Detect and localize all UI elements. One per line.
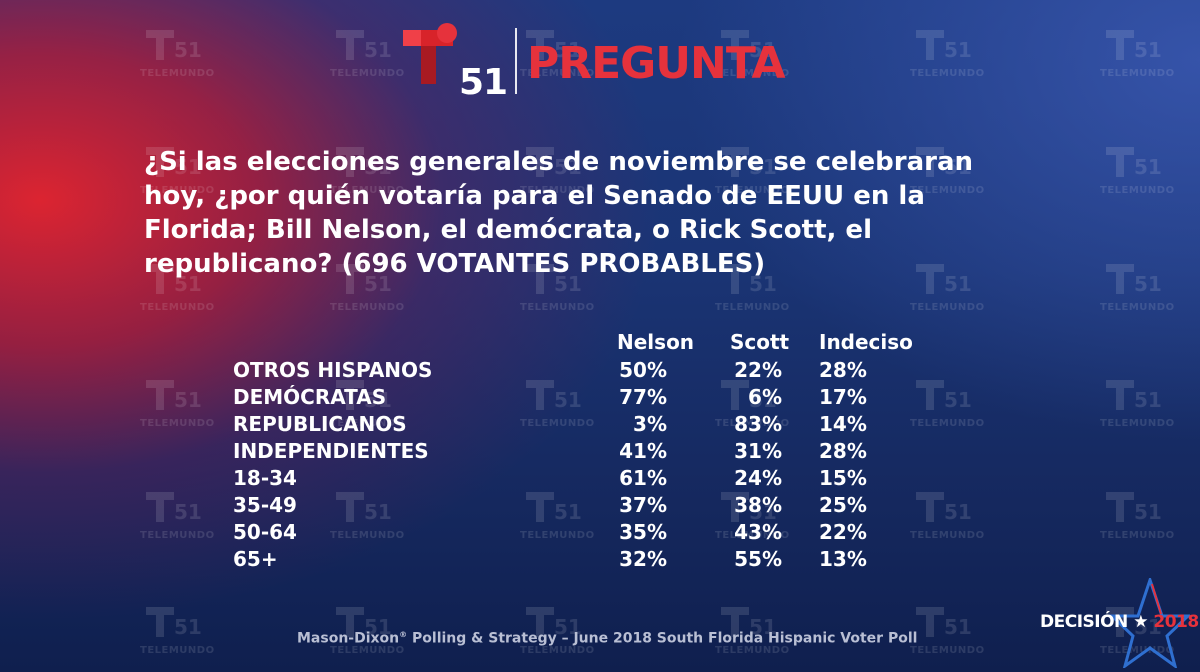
indeciso-value: 28% bbox=[819, 439, 867, 463]
scott-value: 83% bbox=[734, 412, 782, 436]
nelson-value: 41% bbox=[619, 439, 667, 463]
badge-label: DECISIÓN ★ 2018 bbox=[1040, 612, 1199, 632]
source-footer: Mason-Dixon® Polling & Strategy – June 2… bbox=[297, 630, 917, 647]
scott-value: 22% bbox=[734, 358, 782, 382]
star-outline-icon bbox=[1108, 578, 1190, 668]
scott-value: 38% bbox=[734, 493, 782, 517]
nelson-value: 50% bbox=[619, 358, 667, 382]
row-label: INDEPENDIENTES bbox=[233, 439, 429, 463]
telemundo-logo-icon bbox=[403, 23, 457, 84]
registered-mark: ® bbox=[399, 630, 408, 639]
column-header-scott: Scott bbox=[730, 330, 790, 354]
nelson-value: 3% bbox=[633, 412, 667, 436]
scott-value: 31% bbox=[734, 439, 782, 463]
scott-value: 24% bbox=[734, 466, 782, 490]
indeciso-value: 28% bbox=[819, 358, 867, 382]
indeciso-value: 15% bbox=[819, 466, 867, 490]
row-label: 65+ bbox=[233, 547, 278, 571]
scott-value: 55% bbox=[734, 547, 782, 571]
source-name: Mason-Dixon bbox=[297, 630, 400, 647]
row-label: 35-49 bbox=[233, 493, 297, 517]
nelson-value: 61% bbox=[619, 466, 667, 490]
indeciso-value: 17% bbox=[819, 385, 867, 409]
row-label: OTROS HISPANOS bbox=[233, 358, 433, 382]
channel-number: 51 bbox=[459, 62, 508, 103]
nelson-value: 32% bbox=[619, 547, 667, 571]
badge-year: 2018 bbox=[1153, 612, 1199, 632]
row-label: DEMÓCRATAS bbox=[233, 385, 387, 409]
scott-value: 6% bbox=[748, 385, 782, 409]
column-header-indeciso: Indeciso bbox=[819, 330, 913, 354]
nelson-value: 77% bbox=[619, 385, 667, 409]
nelson-value: 35% bbox=[619, 520, 667, 544]
source-detail: Polling & Strategy – June 2018 South Flo… bbox=[407, 630, 918, 647]
indeciso-value: 14% bbox=[819, 412, 867, 436]
poll-question: ¿Si las elecciones generales de noviembr… bbox=[144, 147, 974, 279]
badge-star-icon: ★ bbox=[1133, 612, 1148, 632]
badge-word: DECISIÓN bbox=[1040, 612, 1128, 632]
indeciso-value: 25% bbox=[819, 493, 867, 517]
header-divider bbox=[515, 28, 517, 94]
decision-2018-badge: DECISIÓN ★ 2018 bbox=[1040, 578, 1199, 668]
column-header-nelson: Nelson bbox=[617, 330, 695, 354]
nelson-value: 37% bbox=[619, 493, 667, 517]
row-label: 50-64 bbox=[233, 520, 297, 544]
scott-value: 43% bbox=[734, 520, 782, 544]
row-label: REPUBLICANOS bbox=[233, 412, 407, 436]
page-title: PREGUNTA bbox=[527, 38, 786, 89]
row-label: 18-34 bbox=[233, 466, 297, 490]
indeciso-value: 13% bbox=[819, 547, 867, 571]
indeciso-value: 22% bbox=[819, 520, 867, 544]
